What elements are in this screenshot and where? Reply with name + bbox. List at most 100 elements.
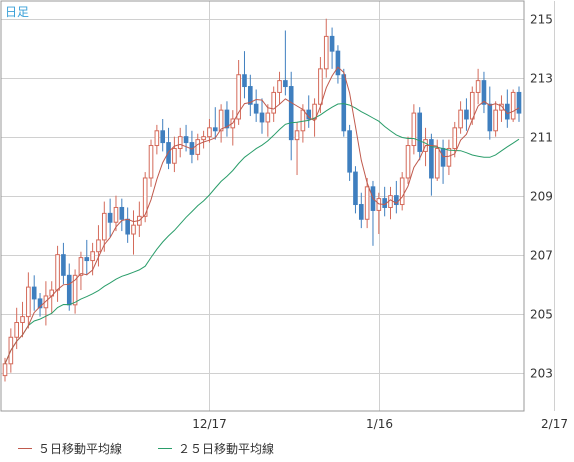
candle-body xyxy=(458,109,463,129)
candle-body xyxy=(236,74,241,120)
candle-body xyxy=(487,103,493,132)
candle-body xyxy=(26,286,31,318)
candle-body xyxy=(364,186,370,220)
candle-body xyxy=(160,130,166,144)
candle-body xyxy=(154,130,160,147)
y-axis: 215 213 211 209 207 205 203 xyxy=(530,13,553,381)
candle-body xyxy=(464,109,469,120)
y-tick-label: 209 xyxy=(530,190,553,204)
candle-body xyxy=(248,86,253,105)
legend-ma5: ５日移動平均線 xyxy=(18,440,122,457)
candle-body xyxy=(207,127,212,138)
x-tick-label: 2/17 xyxy=(541,417,568,431)
candle-body xyxy=(475,80,481,93)
candle-body xyxy=(312,103,317,120)
candle-body xyxy=(277,80,282,93)
candle-body xyxy=(125,218,130,235)
candle-body xyxy=(96,239,101,253)
candle-body xyxy=(78,257,84,276)
y-tick-label: 205 xyxy=(530,308,553,322)
candle-body xyxy=(294,130,300,141)
ma5-line xyxy=(4,66,520,364)
candle-body xyxy=(481,80,487,105)
candle-body xyxy=(429,139,434,179)
candle-body xyxy=(499,103,504,111)
candle-body xyxy=(358,204,364,220)
candle-body xyxy=(493,109,498,132)
candle-body xyxy=(183,136,189,144)
x-tick-label: 12/17 xyxy=(192,417,227,431)
candle-body xyxy=(347,130,352,173)
candle-body xyxy=(84,257,90,262)
candle-body xyxy=(2,363,8,377)
x-tick-label: 1/16 xyxy=(366,417,393,431)
candle-body xyxy=(353,171,358,206)
candle-body xyxy=(335,50,341,76)
ma25-swatch xyxy=(158,448,172,449)
candle-body xyxy=(177,136,183,149)
candle-body xyxy=(107,212,113,223)
candle-body xyxy=(72,274,78,306)
candle-body xyxy=(318,68,323,105)
candle-body xyxy=(388,195,393,208)
candle-body xyxy=(411,112,417,147)
candle-body xyxy=(55,254,60,291)
x-axis: 12/171/162/173/19 xyxy=(192,417,568,431)
period-label: 日足 xyxy=(5,5,29,19)
candle-body xyxy=(31,286,37,300)
candle-body xyxy=(452,127,458,149)
candle-body xyxy=(405,145,411,179)
candle-body xyxy=(253,103,259,114)
candle-body xyxy=(399,177,405,206)
y-tick-label: 211 xyxy=(530,131,553,145)
candle-body xyxy=(341,74,347,132)
candle-body xyxy=(131,224,136,235)
candle-body xyxy=(323,35,329,70)
candle-body xyxy=(446,147,452,167)
candle-body xyxy=(101,212,107,241)
y-tick-label: 215 xyxy=(530,13,553,27)
moving-average-layer xyxy=(4,66,520,364)
legend-ma25-label: ２５日移動平均線 xyxy=(178,442,275,456)
legend-ma5-label: ５日移動平均線 xyxy=(38,442,123,456)
candle-body xyxy=(300,109,306,132)
candle-body xyxy=(283,80,288,88)
candle-body xyxy=(224,109,230,129)
candle-body xyxy=(201,136,206,141)
candle-body xyxy=(516,91,522,114)
candle-body xyxy=(288,86,294,141)
candle-body xyxy=(113,206,119,223)
candle-body xyxy=(434,147,440,179)
candle-body xyxy=(14,322,19,338)
candle-body xyxy=(271,91,276,114)
candle-body xyxy=(212,127,218,132)
candle-body xyxy=(148,145,154,179)
candle-body xyxy=(119,206,125,220)
candle-body xyxy=(259,112,265,123)
candle-body xyxy=(394,195,399,206)
plot-frame xyxy=(0,0,525,412)
ma5-swatch xyxy=(18,448,32,449)
ma25-line xyxy=(4,103,520,364)
y-tick-label: 213 xyxy=(530,72,553,86)
y-tick-label: 203 xyxy=(530,367,553,381)
candle-body xyxy=(265,112,271,123)
candle-body xyxy=(172,147,177,164)
candle-body xyxy=(469,91,475,120)
y-tick-label: 207 xyxy=(530,249,553,263)
candle-body xyxy=(142,177,148,217)
candle-body xyxy=(61,254,66,276)
candle-body xyxy=(440,147,446,167)
legend: ５日移動平均線 ２５日移動平均線 xyxy=(0,436,574,462)
candle-body xyxy=(20,316,25,324)
candle-body xyxy=(218,109,224,132)
candle-body xyxy=(417,112,423,152)
chart-background xyxy=(0,0,574,436)
candle-body xyxy=(242,74,247,88)
candle-body xyxy=(37,298,43,309)
candle-body xyxy=(510,91,516,120)
candle-body xyxy=(90,251,95,262)
candle-body xyxy=(195,139,201,155)
candle-body xyxy=(66,274,72,306)
